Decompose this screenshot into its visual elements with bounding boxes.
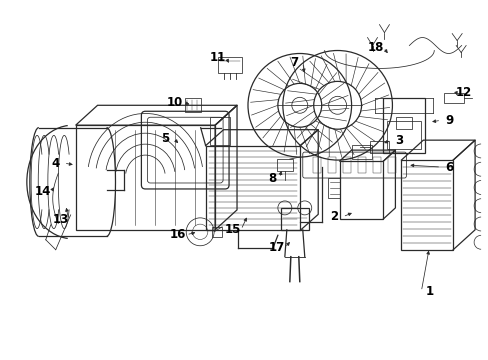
Text: 8: 8: [267, 171, 275, 185]
Text: 1: 1: [425, 285, 432, 298]
Bar: [339, 161, 383, 219]
Bar: [185, 98, 201, 112]
Bar: [212, 227, 222, 237]
Bar: [327, 178, 339, 198]
Bar: [280, 208, 308, 230]
Text: 2: 2: [330, 210, 338, 223]
Bar: [313, 157, 321, 173]
Text: 10: 10: [167, 96, 183, 109]
Bar: [387, 157, 395, 173]
Bar: [351, 145, 371, 159]
Bar: [372, 157, 380, 173]
Bar: [383, 98, 425, 153]
Text: 15: 15: [224, 223, 241, 236]
Text: 9: 9: [444, 114, 452, 127]
Bar: [357, 157, 366, 173]
Text: 14: 14: [35, 185, 51, 198]
Text: 12: 12: [455, 86, 471, 99]
Text: 3: 3: [394, 134, 403, 147]
Text: 5: 5: [161, 132, 169, 145]
Bar: [210, 117, 229, 145]
Text: 17: 17: [268, 241, 285, 254]
Bar: [205, 146, 300, 230]
Text: 7: 7: [290, 56, 298, 69]
Text: 4: 4: [52, 157, 60, 170]
Text: 18: 18: [366, 41, 383, 54]
Bar: [369, 141, 388, 153]
Bar: [276, 159, 292, 171]
Bar: [386, 121, 421, 149]
Text: 16: 16: [170, 228, 186, 241]
Text: 11: 11: [209, 51, 226, 64]
Bar: [396, 117, 411, 129]
Bar: [443, 93, 463, 103]
Text: 6: 6: [444, 161, 452, 174]
Bar: [343, 157, 350, 173]
Bar: [218, 58, 242, 73]
Bar: [327, 157, 335, 173]
Text: 13: 13: [53, 213, 69, 226]
